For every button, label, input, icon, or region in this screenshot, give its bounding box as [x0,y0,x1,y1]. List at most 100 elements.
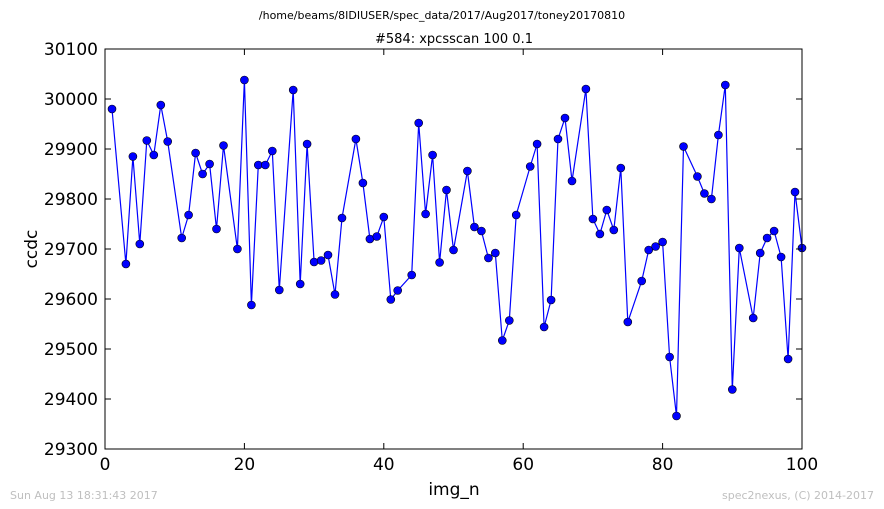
data-point [191,148,200,158]
data-point [212,224,221,234]
data-point [184,210,193,220]
data-point [727,385,737,394]
data-point [323,250,333,260]
data-point [539,322,549,332]
data-point [330,290,340,299]
data-point [240,75,249,85]
y-tick-label: 29500 [44,340,98,360]
y-tick-label: 29600 [44,290,98,310]
data-point [177,233,186,243]
data-point [205,159,214,169]
chart-title: #584: xpcsscan 100 0.1 [375,32,533,47]
data-point [769,226,779,236]
data-point [274,285,284,295]
data-point [525,162,535,171]
timestamp-text: Sun Aug 13 18:31:43 2017 [10,489,158,502]
data-point [707,194,716,204]
x-tick-label: 100 [786,455,818,475]
data-point [372,232,382,241]
data-point [163,137,172,146]
data-point [247,300,256,310]
y-tick-label: 29300 [44,440,98,460]
data-point [156,100,166,110]
data-point [616,163,626,173]
data-point [700,189,709,198]
data-point [379,212,389,222]
data-point [337,213,347,223]
data-point [658,237,667,247]
y-tick-label: 29800 [44,190,98,210]
data-point [484,253,493,263]
y-tick-label: 29700 [44,240,98,260]
data-point [107,104,117,114]
data-point [609,225,619,235]
data-point [351,134,361,144]
data-point [665,352,674,362]
x-tick-label: 40 [373,455,395,475]
data-point [679,142,688,151]
data-point [393,286,403,295]
data-point [428,150,437,160]
x-tick-label: 80 [652,455,674,475]
data-point [783,354,793,364]
data-point [637,276,647,286]
series-line [111,79,803,417]
data-point [567,176,577,186]
data-point [149,150,159,160]
data-point [693,172,702,181]
data-point [532,139,542,149]
data-point [470,222,479,232]
data-point [755,248,765,258]
y-tick-label: 29900 [44,140,98,160]
data-point [267,146,277,156]
data-point [720,80,730,90]
data-point [309,257,319,267]
data-point [435,258,444,267]
y-tick-label: 30000 [44,90,98,110]
data-point [142,136,152,145]
y-axis-label: ccdc [22,230,42,269]
data-point [504,316,514,325]
x-tick-label: 20 [234,455,256,475]
data-point [602,205,612,215]
axis-ticks: 0 20 40 60 80 100 29300 29400 29500 29600 29700 298… [44,40,818,475]
data-point [588,214,598,224]
data-point [790,187,800,197]
data-point [233,244,242,254]
data-point [651,242,660,251]
data-point [316,256,326,265]
x-tick-label: 60 [512,455,534,475]
data-point [302,139,312,149]
data-point [734,243,744,253]
x-axis-label: img_n [428,480,479,500]
data-point [553,134,563,144]
data-point [386,295,396,304]
data-point [442,185,451,195]
data-point [490,248,500,258]
data-point [135,239,145,249]
data-point [595,229,605,239]
data-point [128,152,138,161]
data-point [295,279,305,289]
data-point [644,245,654,255]
data-point [121,259,131,269]
data-point [477,226,486,236]
data-point [198,169,207,179]
data-point [449,245,458,255]
data-point [672,411,681,421]
data-point [414,118,424,128]
y-tick-label: 30100 [44,40,98,60]
data-point [497,336,507,345]
x-tick-label: 0 [100,455,111,475]
data-point [260,160,270,170]
figure-suptitle: /home/beams/8IDIUSER/spec_data/2017/Aug2… [258,9,626,22]
data-point [623,317,633,327]
data-point [463,166,472,176]
data-point [219,141,228,150]
data-point [421,209,430,219]
data-point [407,270,417,280]
data-point [288,85,298,95]
data-point [748,313,758,323]
data-point [714,130,723,140]
